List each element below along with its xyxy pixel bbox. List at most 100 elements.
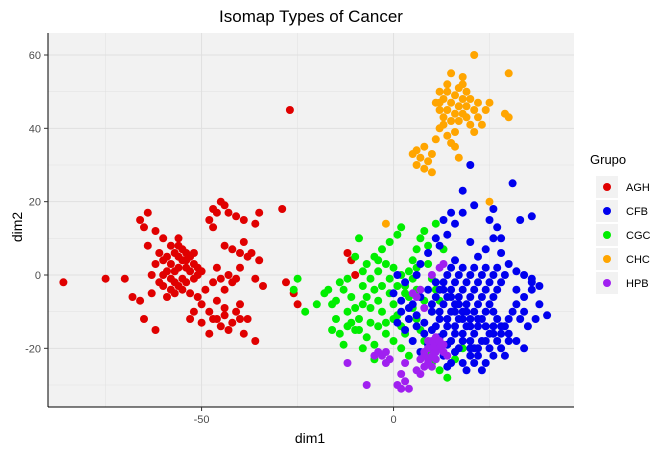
point-cfb — [481, 359, 490, 367]
point-cfb — [481, 322, 490, 331]
point-hpb — [431, 333, 440, 342]
point-cfb — [454, 271, 463, 279]
point-cfb — [454, 344, 463, 353]
point-cgc — [332, 315, 340, 323]
point-cfb — [424, 249, 433, 257]
point-cfb — [439, 285, 448, 294]
point-cfb — [489, 234, 498, 243]
point-cgc — [424, 241, 433, 250]
point-chc — [420, 142, 429, 151]
point-cfb — [504, 315, 513, 323]
point-agh — [343, 249, 352, 257]
legend-label-cgc: CGC — [626, 230, 651, 242]
point-cgc — [289, 285, 298, 294]
point-cfb — [401, 326, 410, 334]
point-cfb — [493, 337, 502, 345]
point-cfb — [431, 322, 440, 331]
point-agh — [209, 315, 218, 323]
point-cgc — [443, 373, 452, 382]
point-cfb — [512, 285, 521, 294]
point-cfb — [439, 329, 448, 338]
point-cgc — [378, 307, 386, 316]
point-cfb — [497, 344, 506, 353]
point-cfb — [408, 300, 417, 309]
point-hpb — [416, 285, 425, 294]
point-agh — [232, 307, 241, 316]
point-cgc — [339, 285, 348, 294]
point-cfb — [470, 307, 479, 316]
point-cfb — [462, 278, 471, 287]
point-cfb — [451, 256, 459, 265]
point-cgc — [312, 300, 321, 309]
point-cfb — [458, 359, 467, 367]
point-agh — [212, 296, 221, 305]
point-chc — [439, 120, 448, 129]
legend-swatch-cfb — [603, 207, 611, 215]
point-cgc — [366, 274, 375, 283]
point-cfb — [485, 344, 494, 353]
legend-title: Grupo — [590, 152, 626, 167]
point-cfb — [489, 205, 498, 213]
point-chc — [412, 161, 421, 169]
point-agh — [163, 293, 171, 301]
point-agh — [155, 249, 164, 257]
point-cfb — [477, 271, 486, 279]
point-cfb — [535, 282, 544, 290]
point-agh — [101, 274, 110, 283]
point-chc — [420, 164, 429, 173]
point-agh — [120, 274, 129, 283]
point-cgc — [351, 326, 360, 334]
point-cfb — [412, 322, 421, 331]
point-hpb — [439, 260, 448, 268]
point-chc — [412, 146, 421, 155]
point-chc — [443, 87, 452, 96]
point-cfb — [474, 351, 482, 360]
legend: Grupo AGH CFB CGC CHC HPB — [590, 152, 651, 294]
point-chc — [416, 153, 425, 162]
y-tick-label: 60 — [29, 50, 41, 62]
point-cgc — [385, 238, 394, 246]
point-chc — [443, 106, 452, 114]
point-agh — [212, 208, 221, 217]
point-cgc — [343, 322, 352, 331]
point-agh — [282, 278, 290, 287]
point-cfb — [470, 263, 479, 272]
point-chc — [485, 197, 494, 206]
point-chc — [435, 98, 444, 107]
point-chc — [470, 128, 479, 136]
point-cfb — [477, 337, 486, 345]
legend-swatch-hpb — [603, 279, 611, 287]
point-agh — [159, 256, 168, 265]
point-cfb — [500, 322, 509, 331]
point-agh — [243, 315, 252, 323]
point-cfb — [504, 329, 513, 338]
point-cfb — [458, 285, 467, 294]
point-chc — [454, 153, 463, 162]
point-cfb — [435, 241, 444, 250]
point-hpb — [424, 344, 433, 353]
point-cfb — [489, 322, 498, 331]
point-hpb — [416, 370, 425, 378]
point-cfb — [485, 300, 494, 309]
point-agh — [201, 285, 210, 294]
point-agh — [197, 267, 206, 276]
point-cgc — [389, 263, 398, 272]
point-cfb — [431, 293, 440, 301]
point-cfb — [401, 278, 410, 287]
point-cfb — [466, 322, 475, 331]
point-cfb — [531, 315, 540, 323]
point-cgc — [378, 245, 386, 254]
point-hpb — [381, 359, 390, 367]
point-cgc — [335, 329, 344, 338]
point-agh — [166, 260, 175, 268]
point-agh — [147, 289, 156, 298]
point-hpb — [404, 384, 413, 393]
point-hpb — [343, 359, 352, 367]
point-agh — [151, 326, 160, 334]
point-cfb — [470, 359, 479, 367]
point-agh — [209, 223, 218, 232]
point-chc — [443, 80, 452, 89]
point-chc — [504, 69, 513, 78]
point-agh — [182, 278, 191, 287]
point-chc — [458, 95, 467, 103]
